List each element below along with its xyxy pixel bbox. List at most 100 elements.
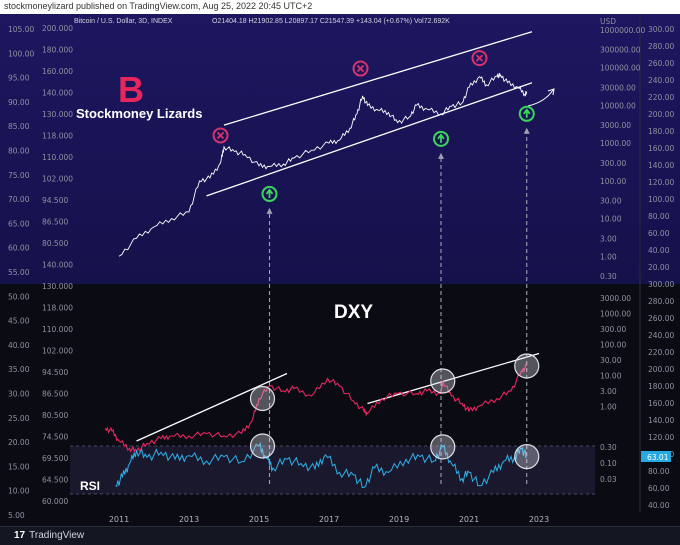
btc-trendline bbox=[206, 82, 533, 197]
left-axis-1-tick: 90.00 bbox=[8, 98, 30, 107]
right-axis-2-tick: 20.00 bbox=[648, 263, 670, 272]
rsi-highlight-circle bbox=[430, 434, 456, 460]
right-axis-2-tick: 140.00 bbox=[648, 416, 674, 425]
left-axis-1-tick: 105.00 bbox=[8, 25, 34, 34]
right-axis-2-tick: 140.00 bbox=[648, 161, 674, 170]
left-axis-2-tick: 60.000 bbox=[42, 497, 68, 506]
left-axis-2-tick: 118.000 bbox=[42, 132, 73, 141]
right-axis-1-tick: 100.00 bbox=[600, 177, 626, 186]
right-axis-1-tick: 0.30 bbox=[600, 272, 617, 281]
chart-canvas[interactable]: 105.00 100.00 95.00 90.00 85.00 80.00 75.00 70.… bbox=[0, 14, 680, 526]
dxy-highlight-circle bbox=[514, 353, 540, 379]
sell-marker bbox=[471, 50, 488, 67]
right-axis-1-tick: 10000.00 bbox=[600, 101, 636, 110]
right-axis-2-tick: 60.00 bbox=[648, 484, 670, 493]
rsi-axis-tick: 0.10 bbox=[600, 459, 617, 468]
left-axis-2-tick: 160.000 bbox=[42, 67, 73, 76]
buy-marker-arrow bbox=[265, 188, 274, 198]
left-axis-2-tick: 102.000 bbox=[42, 175, 73, 184]
buy-marker bbox=[518, 105, 535, 122]
x-tick-label: 2017 bbox=[319, 515, 339, 524]
publisher-bar: stockmoneylizard published on TradingVie… bbox=[0, 0, 680, 14]
btc-trendline bbox=[223, 31, 533, 126]
right-axis-2-tick: 180.00 bbox=[648, 382, 674, 391]
sell-marker-x bbox=[216, 131, 225, 140]
left-axis-1-tick: 30.00 bbox=[8, 390, 30, 399]
right-axis-1-lower-tick: 1.00 bbox=[600, 403, 617, 412]
right-axis-2-tick: 120.00 bbox=[648, 178, 674, 187]
currency-label: USD bbox=[600, 17, 616, 26]
left-axis-2-tick: 74.500 bbox=[42, 433, 68, 442]
left-axis-1-tick: 50.00 bbox=[8, 292, 30, 301]
right-axis-1-lower-tick: 1000.00 bbox=[600, 310, 631, 319]
rsi-axis-tick: 0.03 bbox=[600, 475, 617, 484]
right-axis-2-tick: 160.00 bbox=[648, 399, 674, 408]
x-tick-label: 2019 bbox=[389, 515, 409, 524]
right-axis-2-tick: 80.00 bbox=[648, 212, 670, 221]
right-axis-1-tick: 1000000.00 bbox=[600, 26, 646, 35]
x-tick-label: 2013 bbox=[179, 515, 199, 524]
left-axis-1-tick: 75.00 bbox=[8, 171, 30, 180]
right-axis-2-tick: 200.00 bbox=[648, 110, 674, 119]
x-tick-label: 2011 bbox=[109, 515, 129, 524]
right-axis-1-lower-tick: 30.00 bbox=[600, 356, 622, 365]
highlight-circles bbox=[249, 353, 540, 470]
legend-ohlc: O21404.18 H21902.85 L20897.17 C21547.39 … bbox=[212, 18, 450, 25]
right-axis-2-tick: 280.00 bbox=[648, 42, 674, 51]
published-text: stockmoneylizard published on TradingVie… bbox=[4, 1, 313, 11]
projection-arrow bbox=[527, 89, 554, 107]
left-axis-2-tick: 130.000 bbox=[42, 110, 73, 119]
markers bbox=[212, 50, 535, 202]
right-axis-1-tick: 300000.00 bbox=[600, 46, 641, 55]
sell-marker-x bbox=[356, 64, 365, 73]
right-axis-2-tick: 80.00 bbox=[648, 467, 670, 476]
guide-arrows bbox=[266, 127, 530, 484]
rsi-badge-value: 63.01 bbox=[647, 453, 669, 462]
left-axis-2-tick: 140.000 bbox=[42, 89, 73, 98]
guide-arrowhead bbox=[523, 127, 530, 134]
x-tick-label: 2015 bbox=[249, 515, 269, 524]
trendlines bbox=[136, 31, 555, 442]
right-axis-1-lower-tick: 3.00 bbox=[600, 387, 617, 396]
left-axis-1: 105.00 100.00 95.00 90.00 85.00 80.00 75.00 70.… bbox=[8, 25, 34, 520]
guide-arrowhead bbox=[438, 152, 444, 159]
right-axis-1-lower-tick: 100.00 bbox=[600, 341, 626, 350]
dxy-highlight-circle bbox=[430, 368, 456, 394]
left-axis-2-tick: 80.500 bbox=[42, 239, 68, 248]
left-axis-2-tick: 64.500 bbox=[42, 476, 68, 485]
right-axis-2-tick: 240.00 bbox=[648, 331, 674, 340]
left-axis-2-tick: 110.000 bbox=[42, 325, 73, 334]
left-axis-1-tick: 40.00 bbox=[8, 341, 30, 350]
tradingview-logo[interactable]: 17 TradingView bbox=[14, 530, 84, 541]
sell-marker bbox=[212, 127, 229, 144]
right-axis-1-lower-tick: 3000.00 bbox=[600, 294, 631, 303]
right-axis-1: 1000000.00 300000.00 100000.00 30000.00 1000… bbox=[600, 26, 646, 484]
left-axis-2-tick: 118.000 bbox=[42, 304, 73, 313]
legend-symbol: Bitcoin / U.S. Dollar, 3D, INDEX bbox=[74, 18, 173, 25]
right-axis-1-lower-tick: 300.00 bbox=[600, 325, 626, 334]
left-axis-1-tick: 25.00 bbox=[8, 414, 30, 423]
left-axis-2-tick: 80.500 bbox=[42, 411, 68, 420]
right-axis-2-tick: 160.00 bbox=[648, 144, 674, 153]
left-axis-2-tick: 94.500 bbox=[42, 196, 68, 205]
left-axis-1-tick: 55.00 bbox=[8, 268, 30, 277]
brand-mark: B bbox=[118, 69, 144, 110]
right-axis-2-tick: 40.00 bbox=[648, 501, 670, 510]
right-axis-1-tick: 3000.00 bbox=[600, 121, 631, 130]
right-axis-1-tick: 1000.00 bbox=[600, 139, 631, 148]
left-axis-1-tick: 5.00 bbox=[8, 511, 25, 520]
rsi-badge bbox=[641, 451, 671, 462]
left-axis-1-tick: 15.00 bbox=[8, 462, 30, 471]
dxy-trendline bbox=[367, 352, 540, 405]
left-axis-2-tick: 200.000 bbox=[42, 24, 73, 33]
left-axis-1-tick: 20.00 bbox=[8, 438, 30, 447]
right-axis-1-lower-tick: 10.00 bbox=[600, 372, 622, 381]
dxy-line bbox=[104, 362, 528, 454]
left-axis-1-tick: 45.00 bbox=[8, 317, 30, 326]
right-axis-2-tick: 60.00 bbox=[648, 229, 670, 238]
buy-marker bbox=[433, 130, 449, 147]
guide-arrowhead bbox=[266, 207, 273, 214]
left-axis-2-tick: 94.500 bbox=[42, 368, 68, 377]
rsi-highlight-circle bbox=[249, 433, 276, 459]
projection-arrowhead bbox=[547, 88, 555, 96]
